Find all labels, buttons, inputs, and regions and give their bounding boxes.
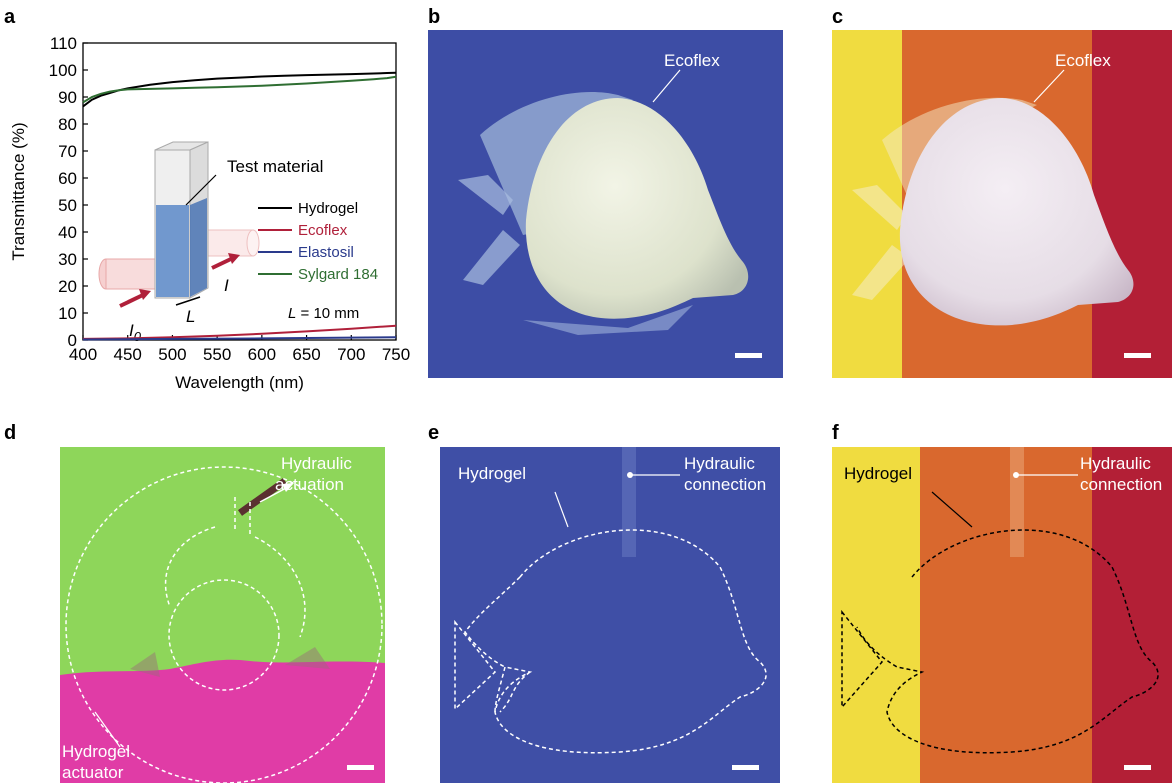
x-tick-label: 500 — [158, 345, 186, 364]
hydrogel-label-d-1: Hydrogel — [62, 742, 131, 761]
x-tick-label: 650 — [292, 345, 320, 364]
ecoflex-label-c: Ecoflex — [1055, 51, 1111, 70]
legend-label: Sylgard 184 — [298, 266, 378, 283]
yellow-band — [832, 447, 920, 783]
hydraulic-label-f-2: connection — [1080, 475, 1163, 494]
hydraulic-label-e-2: connection — [684, 475, 767, 494]
y-tick-label: 0 — [68, 331, 77, 350]
y-tick-label: 40 — [58, 223, 77, 242]
scale-bar-b — [735, 353, 762, 358]
crimson-band — [1092, 447, 1172, 783]
scale-bar-e — [732, 765, 759, 770]
hydraulic-label-e-1: Hydraulic — [684, 454, 755, 473]
series-line-elastosil — [82, 336, 397, 341]
x-tick-label: 600 — [248, 345, 276, 364]
panel-label-c: c — [832, 6, 844, 28]
y-tick-label: 70 — [58, 142, 77, 161]
photo-hydrogel-fish-blue: Hydrogel Hydraulic connection — [440, 447, 780, 783]
scale-bar-c — [1124, 353, 1151, 358]
panel-label-d: d — [4, 422, 17, 444]
x-tick-label: 550 — [203, 345, 231, 364]
photo-hydrogel-actuator: Hydraulic actuation Hydrogel actuator — [60, 447, 385, 783]
y-tick-label: 50 — [58, 196, 77, 215]
x-tick-label: 750 — [382, 345, 410, 364]
orange-band — [920, 447, 1092, 783]
i0-label: I0 — [129, 321, 142, 344]
chart-series — [82, 71, 397, 341]
hydrogel-label-f: Hydrogel — [844, 464, 913, 483]
legend-label: Hydrogel — [298, 200, 358, 217]
hydraulic-label-d-2: actuation — [275, 475, 344, 494]
y-tick-label: 100 — [49, 61, 77, 80]
y-tick-label: 20 — [58, 277, 77, 296]
series-line-hydrogel — [82, 71, 397, 108]
i-label: I — [224, 276, 229, 295]
x-tick-label: 450 — [114, 345, 142, 364]
photo-fish-color-bands: Ecoflex — [832, 30, 1172, 378]
ecoflex-label-b: Ecoflex — [664, 51, 720, 70]
panel-label-a: a — [4, 6, 16, 28]
chart-legend: Hydrogel Ecoflex Elastosil Sylgard 184 — [258, 200, 378, 283]
path-length-annotation: L = 10 mm — [288, 305, 359, 322]
scale-bar-f — [1124, 765, 1151, 770]
series-line-sylgard-184 — [82, 75, 397, 104]
legend-label: Ecoflex — [298, 222, 348, 239]
y-tick-label: 60 — [58, 169, 77, 188]
panel-label-b: b — [428, 6, 441, 28]
y-tick-label: 110 — [50, 34, 77, 53]
x-tick-label: 700 — [337, 345, 365, 364]
transmittance-chart: Test material I0 L I L = 10 mm 400 450 500… — [9, 34, 410, 392]
chart-axes: 400 450 500 550 600 650 700 750 0 10 20 30 40 50 60 70 8… — [9, 34, 410, 392]
hydraulic-label-f-1: Hydraulic — [1080, 454, 1151, 473]
panel-label-f: f — [832, 422, 839, 444]
x-tick-label: 400 — [69, 345, 97, 364]
test-material-label: Test material — [227, 157, 323, 176]
x-axis-label: Wavelength (nm) — [175, 373, 304, 392]
photo-fish-blue: Ecoflex — [428, 30, 783, 378]
legend-label: Elastosil — [298, 244, 354, 261]
scale-bar-d — [347, 765, 374, 770]
panel-label-e: e — [428, 422, 440, 444]
cuvette-inset: Test material I0 L I L = 10 mm — [98, 141, 359, 344]
y-axis-label: Transmittance (%) — [9, 122, 28, 260]
plot-frame — [82, 42, 397, 341]
hydrogel-label-e: Hydrogel — [458, 464, 527, 483]
photo-hydrogel-fish-color-bands: Hydrogel Hydraulic connection — [832, 447, 1172, 783]
l-dimension-label: L — [186, 307, 195, 326]
y-tick-label: 80 — [58, 115, 77, 134]
crimson-band — [1092, 30, 1172, 378]
hydraulic-label-d-1: Hydraulic — [281, 454, 352, 473]
y-tick-label: 10 — [58, 304, 77, 323]
y-tick-label: 30 — [58, 250, 77, 269]
hydrogel-label-d-2: actuator — [62, 763, 124, 782]
y-tick-label: 90 — [58, 88, 77, 107]
